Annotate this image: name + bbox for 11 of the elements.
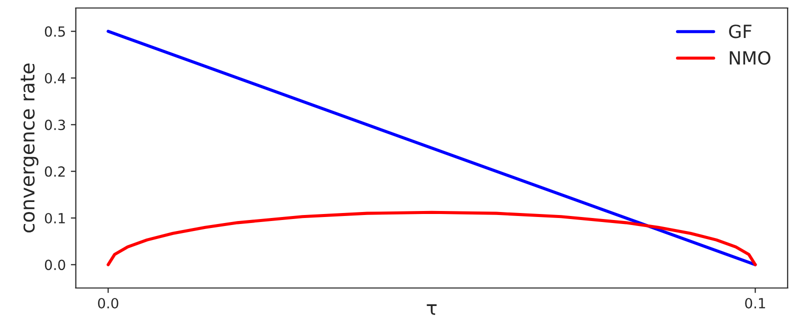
y-tick-label: 0.0 — [44, 260, 66, 270]
y-tick-label: 0.1 — [44, 212, 65, 224]
legend-label: NMO — [730, 51, 770, 65]
legend-label: GF — [729, 24, 752, 38]
y-tick-label: 0.3 — [44, 120, 65, 130]
x-axis-title: τ — [426, 304, 437, 315]
line-series — [106, 210, 757, 266]
y-tick-label: 0.5 — [44, 26, 65, 37]
y-axis-title: convergence rate — [20, 64, 38, 232]
y-tick-label: 0.4 — [44, 72, 66, 84]
y-tick-label: 0.2 — [44, 166, 65, 177]
